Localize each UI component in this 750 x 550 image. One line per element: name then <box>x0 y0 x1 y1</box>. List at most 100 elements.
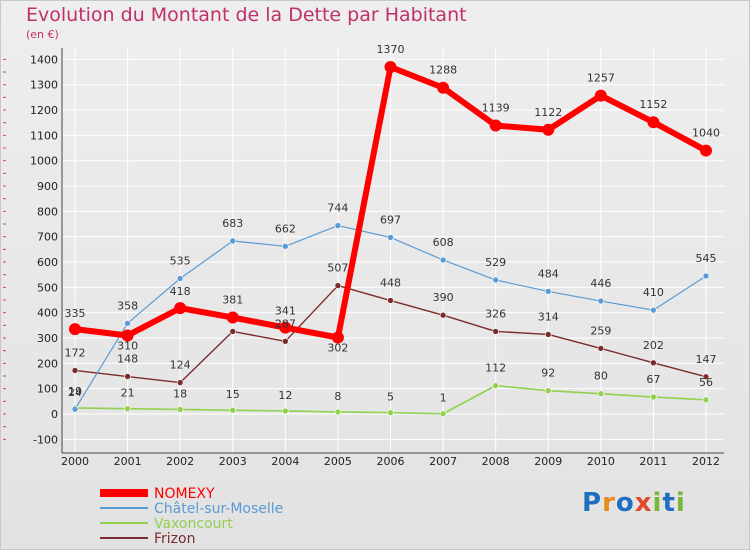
data-label: 545 <box>696 252 717 265</box>
data-point <box>229 237 237 245</box>
data-label: 310 <box>117 339 138 352</box>
data-label: 507 <box>327 262 348 275</box>
y-tick-label: 700 <box>37 231 58 244</box>
data-point <box>282 407 289 415</box>
y-tick-label: 0 <box>51 408 58 421</box>
data-label: 92 <box>541 367 555 380</box>
data-label: 18 <box>173 387 187 400</box>
x-axis-ticks: 2000 2001 2002 2003 2004 2005 2006 2007 2008 2009… <box>61 455 720 468</box>
data-label: 202 <box>643 339 664 352</box>
data-label: 287 <box>275 317 296 330</box>
data-point <box>439 410 447 418</box>
data-label: 381 <box>222 293 243 306</box>
data-label: 124 <box>170 359 191 372</box>
x-tick-label: 2010 <box>587 455 615 468</box>
data-point <box>384 60 397 73</box>
data-label: 744 <box>327 202 348 215</box>
data-point <box>650 359 657 367</box>
data-label: 21 <box>121 387 135 400</box>
data-label: 390 <box>433 291 454 304</box>
data-point <box>437 81 450 94</box>
data-label: 1 <box>440 392 447 405</box>
data-label: 147 <box>696 353 717 366</box>
data-label: 1288 <box>429 64 457 77</box>
data-label: 529 <box>485 256 506 269</box>
y-tick-label: 1100 <box>30 129 58 142</box>
y-tick-label: 800 <box>37 205 58 218</box>
data-point <box>124 405 131 412</box>
chart-subtitle: (en €) <box>26 28 59 41</box>
y-tick-label: 1300 <box>30 79 58 92</box>
legend-label: Châtel-sur-Moselle <box>154 501 283 517</box>
data-label: 341 <box>275 305 296 318</box>
data-label: 448 <box>380 277 401 290</box>
axes <box>3 48 724 454</box>
data-label: 1152 <box>639 98 667 111</box>
data-point <box>121 329 134 342</box>
data-label: 259 <box>590 324 611 337</box>
data-label: 5 <box>387 391 394 404</box>
data-label: 314 <box>538 310 559 323</box>
data-point <box>647 116 660 129</box>
data-point <box>279 321 292 334</box>
data-point <box>229 328 237 335</box>
data-point <box>334 408 342 416</box>
data-label: 683 <box>222 217 243 230</box>
x-tick-label: 2005 <box>324 455 352 468</box>
data-point <box>124 320 131 327</box>
data-point <box>176 406 184 413</box>
data-point <box>229 406 237 414</box>
y-tick-label: 400 <box>37 307 58 320</box>
y-axis-ticks: -100 0 100 200 300 400 500 600 700 800 900 1000 1100… <box>30 53 58 446</box>
data-point <box>282 338 289 345</box>
data-point <box>174 302 187 315</box>
data-point <box>331 331 344 344</box>
x-tick-label: 2001 <box>114 455 142 468</box>
data-label: 15 <box>226 388 240 401</box>
data-labels: 172 148 124 287 507 448 390 326 314 259 202 147 24 21… <box>65 43 721 405</box>
data-point <box>650 393 657 401</box>
data-point <box>702 373 710 381</box>
data-point <box>594 89 607 102</box>
data-label: 335 <box>65 307 86 320</box>
data-label: 484 <box>538 267 559 280</box>
data-point <box>71 405 79 413</box>
data-point <box>387 297 394 304</box>
data-point <box>387 234 394 241</box>
chart-title: Evolution du Montant de la Dette par Hab… <box>26 4 467 26</box>
data-point <box>387 409 394 417</box>
data-label: 418 <box>170 285 191 298</box>
data-label: 358 <box>117 299 138 312</box>
data-point <box>544 331 552 338</box>
y-tick-label: 1400 <box>30 53 58 66</box>
proxiti-logo: Proxiti <box>582 488 686 518</box>
x-tick-label: 2011 <box>639 455 667 468</box>
data-label: 80 <box>594 370 608 383</box>
data-label: 112 <box>485 362 506 375</box>
data-label: 535 <box>170 254 191 267</box>
data-label: 56 <box>699 376 713 389</box>
data-point <box>124 373 131 380</box>
data-point <box>544 387 552 394</box>
data-point <box>492 328 499 335</box>
data-point <box>439 311 447 319</box>
data-label: 1257 <box>587 72 615 85</box>
data-point <box>700 144 712 157</box>
data-label: 326 <box>485 307 506 320</box>
data-point <box>597 390 605 398</box>
x-tick-label: 2003 <box>219 455 247 468</box>
y-tick-label: 1000 <box>30 155 58 168</box>
data-point <box>334 222 342 229</box>
x-tick-label: 2009 <box>534 455 562 468</box>
x-tick-label: 2008 <box>482 455 510 468</box>
data-point <box>71 367 79 374</box>
y-tick-label: 1200 <box>30 104 58 117</box>
data-label: 172 <box>65 346 86 359</box>
data-point <box>489 119 502 132</box>
y-tick-label: 200 <box>37 357 58 370</box>
data-point <box>282 243 289 250</box>
data-point <box>439 256 447 264</box>
